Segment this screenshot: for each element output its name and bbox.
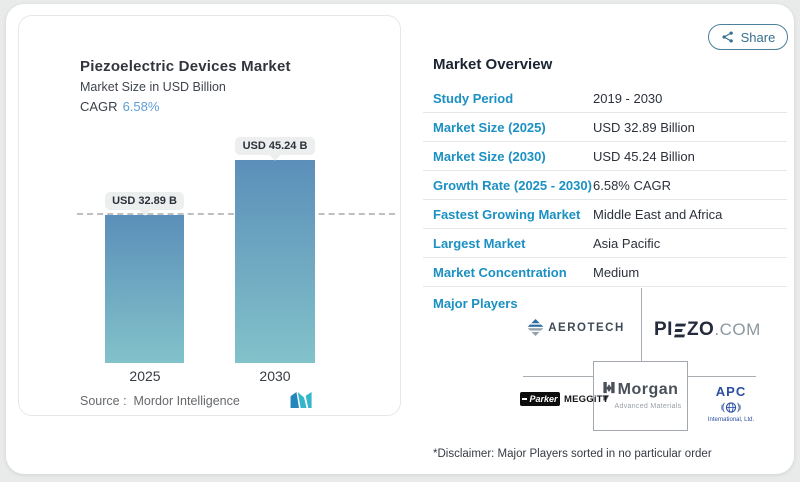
share-button[interactable]: Share bbox=[708, 24, 788, 50]
row-value: USD 45.24 Billion bbox=[593, 148, 695, 164]
row-value: Middle East and Africa bbox=[593, 206, 723, 222]
source-attribution: Source : Mordor Intelligence bbox=[80, 394, 240, 408]
mordor-intelligence-logo bbox=[288, 392, 315, 413]
meggitt-wordmark: MEGGiTT bbox=[564, 393, 609, 405]
table-row: Growth Rate (2025 - 2030) 6.58% CAGR bbox=[423, 171, 787, 200]
aerotech-logo: AEROTECH bbox=[516, 319, 636, 336]
row-label: Market Concentration bbox=[433, 264, 567, 280]
apc-wordmark: APC bbox=[715, 384, 747, 399]
morgan-subtitle: Advanced Materials bbox=[614, 403, 682, 410]
row-value: 6.58% CAGR bbox=[593, 177, 672, 193]
report-card: Piezoelectric Devices Market Market Size… bbox=[6, 4, 794, 474]
overview-table: Study Period 2019 - 2030 Market Size (20… bbox=[423, 84, 787, 287]
aerotech-wordmark: AEROTECH bbox=[548, 321, 625, 334]
morgan-logo: Morgan Advanced Materials bbox=[593, 361, 688, 431]
major-players-label: Major Players bbox=[433, 296, 518, 311]
table-row: Largest Market Asia Pacific bbox=[423, 229, 787, 258]
parker-meggitt-logo: Parker MEGGiTT bbox=[520, 392, 609, 406]
row-label: Fastest Growing Market bbox=[433, 206, 581, 222]
cagr-line: CAGR 6.58% bbox=[80, 99, 159, 114]
table-row: Market Concentration Medium bbox=[423, 258, 787, 287]
chart-panel: Piezoelectric Devices Market Market Size… bbox=[18, 15, 401, 416]
bar-2030 bbox=[235, 160, 315, 363]
bar-value-label-2030: USD 45.24 B bbox=[235, 137, 315, 155]
row-label: Market Size (2030) bbox=[433, 148, 546, 164]
overview-heading: Market Overview bbox=[433, 56, 553, 73]
chart-title: Piezoelectric Devices Market bbox=[80, 58, 291, 75]
source-value: Mordor Intelligence bbox=[133, 394, 240, 408]
x-axis-label-2030: 2030 bbox=[259, 368, 291, 384]
bar-value-label-2025: USD 32.89 B bbox=[105, 192, 184, 210]
row-value: Medium bbox=[593, 264, 640, 280]
apc-globe-icon bbox=[704, 399, 758, 416]
parker-badge: Parker bbox=[520, 392, 560, 406]
row-label: Study Period bbox=[433, 90, 514, 106]
share-icon bbox=[721, 30, 735, 44]
cagr-value: 6.58% bbox=[122, 99, 160, 114]
row-value: 2019 - 2030 bbox=[593, 90, 663, 106]
aerotech-diamond-icon bbox=[527, 319, 545, 336]
table-row: Study Period 2019 - 2030 bbox=[423, 84, 787, 113]
row-label: Largest Market bbox=[433, 235, 526, 251]
chart-subtitle: Market Size in USD Billion bbox=[80, 80, 226, 94]
disclaimer-text: *Disclaimer: Major Players sorted in no … bbox=[433, 448, 712, 460]
apc-subtitle: International, Ltd. bbox=[707, 417, 755, 423]
row-value: Asia Pacific bbox=[593, 235, 661, 251]
parker-wordmark: Parker bbox=[529, 394, 558, 404]
table-row: Fastest Growing Market Middle East and A… bbox=[423, 200, 787, 229]
apc-international-logo: APC International, Ltd. bbox=[704, 385, 758, 423]
table-row: Market Size (2030) USD 45.24 Billion bbox=[423, 142, 787, 171]
share-button-label: Share bbox=[740, 29, 776, 45]
morgan-wordmark: Morgan bbox=[617, 381, 679, 398]
piezo-com-logo: PI ZO .COM bbox=[654, 319, 761, 341]
morgan-m-icon bbox=[603, 382, 615, 401]
source-label: Source : bbox=[80, 394, 127, 408]
piezo-com-text: .COM bbox=[714, 320, 761, 339]
players-divider-vertical bbox=[641, 288, 642, 361]
cagr-label: CAGR bbox=[80, 99, 118, 114]
piezo-zo-text: ZO bbox=[686, 319, 715, 340]
piezo-e-icon bbox=[673, 323, 686, 338]
parker-dash-icon bbox=[522, 398, 528, 400]
table-row: Market Size (2025) USD 32.89 Billion bbox=[423, 113, 787, 142]
bar-2025 bbox=[105, 215, 184, 363]
x-axis-label-2025: 2025 bbox=[129, 368, 161, 384]
row-label: Market Size (2025) bbox=[433, 119, 546, 135]
row-value: USD 32.89 Billion bbox=[593, 119, 695, 135]
piezo-pi-text: PI bbox=[654, 319, 673, 340]
row-label: Growth Rate (2025 - 2030) bbox=[433, 177, 592, 193]
